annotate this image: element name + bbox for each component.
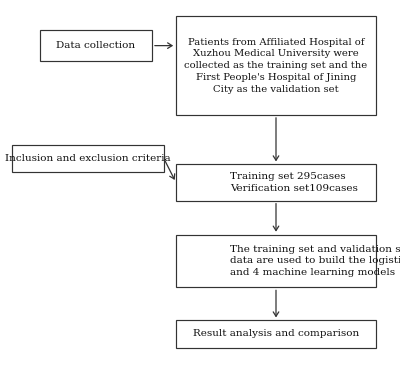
FancyBboxPatch shape	[40, 30, 152, 61]
Text: Inclusion and exclusion criteria: Inclusion and exclusion criteria	[5, 154, 171, 163]
Text: Data collection: Data collection	[56, 41, 136, 50]
FancyBboxPatch shape	[12, 145, 164, 173]
FancyBboxPatch shape	[176, 164, 376, 201]
Text: Training set 295cases
Verification set109cases: Training set 295cases Verification set10…	[230, 172, 358, 193]
Text: The training set and validation set
data are used to build the logistic
and 4 ma: The training set and validation set data…	[230, 245, 400, 277]
Text: Result analysis and comparison: Result analysis and comparison	[193, 330, 359, 338]
FancyBboxPatch shape	[176, 320, 376, 347]
FancyBboxPatch shape	[176, 235, 376, 288]
FancyBboxPatch shape	[176, 16, 376, 115]
Text: Patients from Affiliated Hospital of
Xuzhou Medical University were
collected as: Patients from Affiliated Hospital of Xuz…	[184, 38, 368, 94]
